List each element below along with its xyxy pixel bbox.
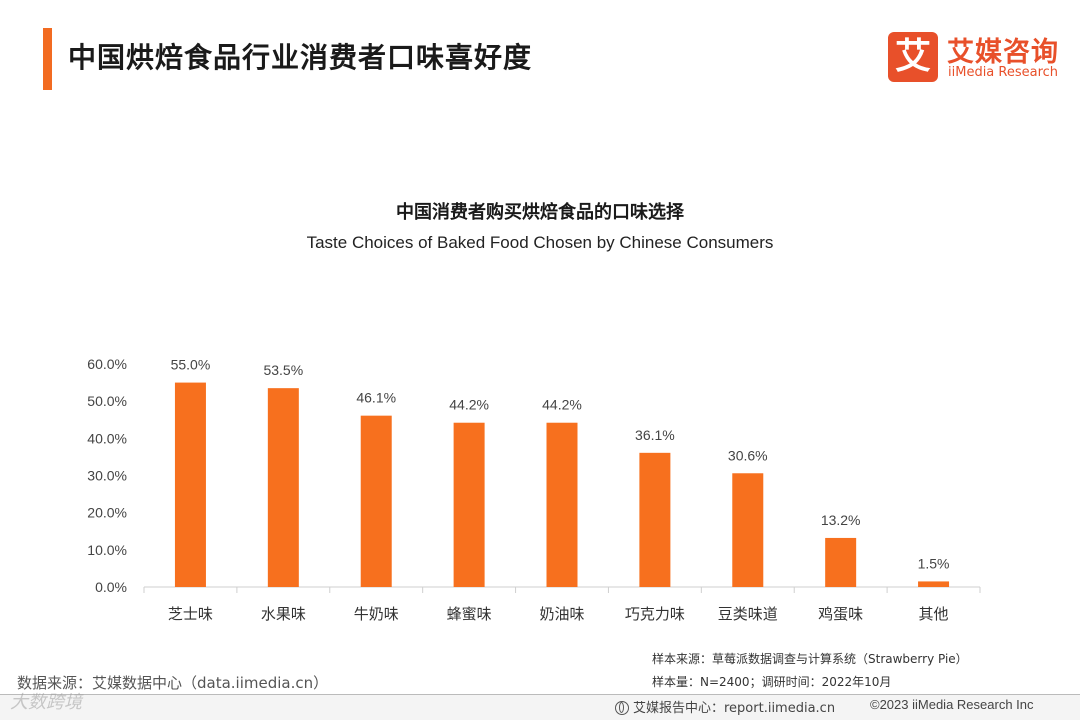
chart-title: 中国消费者购买烘焙食品的口味选择 — [396, 202, 684, 223]
sample-source-note: 样本来源：草莓派数据调查与计算系统（Strawberry Pie） — [652, 652, 968, 666]
bar — [174, 382, 206, 587]
data-label: 13.2% — [821, 512, 861, 528]
title-accent-bar — [43, 28, 52, 90]
x-tick-label: 芝士味 — [168, 605, 213, 623]
watermark-text: 大数跨境 — [10, 692, 82, 713]
y-tick-label: 10.0% — [87, 542, 127, 558]
chart-subtitle: Taste Choices of Baked Food Chosen by Ch… — [306, 233, 774, 252]
x-tick-label: 豆类味道 — [718, 605, 778, 623]
y-tick-label: 50.0% — [87, 393, 127, 409]
bar — [546, 422, 578, 587]
bar — [267, 388, 299, 587]
y-tick-label: 30.0% — [87, 468, 127, 484]
brand-logo: 艾 艾媒咨询 iiMedia Research — [888, 32, 1068, 84]
copyright-text: ©2023 iiMedia Research Inc — [870, 697, 1034, 712]
x-tick-label: 巧克力味 — [625, 605, 685, 623]
x-tick-label: 其他 — [919, 605, 949, 623]
data-label: 53.5% — [263, 362, 303, 378]
x-tick-label: 水果味 — [261, 605, 306, 623]
bar — [825, 537, 857, 587]
bar — [918, 581, 950, 587]
report-center-link[interactable]: 艾媒报告中心：report.iimedia.cn — [615, 697, 835, 716]
report-center-text: 艾媒报告中心：report.iimedia.cn — [633, 701, 836, 716]
data-label: 30.6% — [728, 447, 768, 463]
sample-size-note: 样本量：N=2400；调研时间：2022年10月 — [652, 675, 892, 689]
data-label: 1.5% — [918, 555, 950, 571]
bar — [453, 422, 485, 587]
x-tick-label: 蜂蜜味 — [447, 605, 492, 623]
logo-mark-icon: 艾 — [888, 32, 938, 82]
bar — [639, 452, 671, 587]
globe-icon — [615, 701, 629, 715]
logo-name-cn: 艾媒咨询 — [947, 37, 1059, 68]
y-tick-label: 0.0% — [95, 579, 127, 595]
bar — [360, 415, 392, 587]
x-tick-label: 奶油味 — [539, 605, 584, 623]
data-label: 36.1% — [635, 427, 675, 443]
x-tick-label: 牛奶味 — [354, 605, 399, 623]
page-title: 中国烘焙食品行业消费者口味喜好度 — [68, 41, 533, 74]
y-tick-label: 20.0% — [87, 505, 127, 521]
data-label: 55.0% — [171, 357, 211, 373]
data-source-note: 数据来源：艾媒数据中心（data.iimedia.cn） — [17, 674, 329, 692]
y-tick-label: 40.0% — [87, 430, 127, 446]
bar — [732, 473, 764, 587]
x-tick-label: 鸡蛋味 — [818, 605, 863, 623]
data-label: 44.2% — [449, 397, 489, 413]
data-label: 44.2% — [542, 397, 582, 413]
footer-divider — [0, 694, 1080, 695]
bar-chart: 0.0% 10.0% 20.0% 30.0% 40.0% 50.0% 60.0% 55.0% 芝… — [87, 356, 981, 623]
footer-bar — [0, 695, 1080, 720]
data-label: 46.1% — [356, 390, 396, 406]
logo-name-en: iiMedia Research — [948, 65, 1059, 80]
y-tick-label: 60.0% — [87, 356, 127, 372]
